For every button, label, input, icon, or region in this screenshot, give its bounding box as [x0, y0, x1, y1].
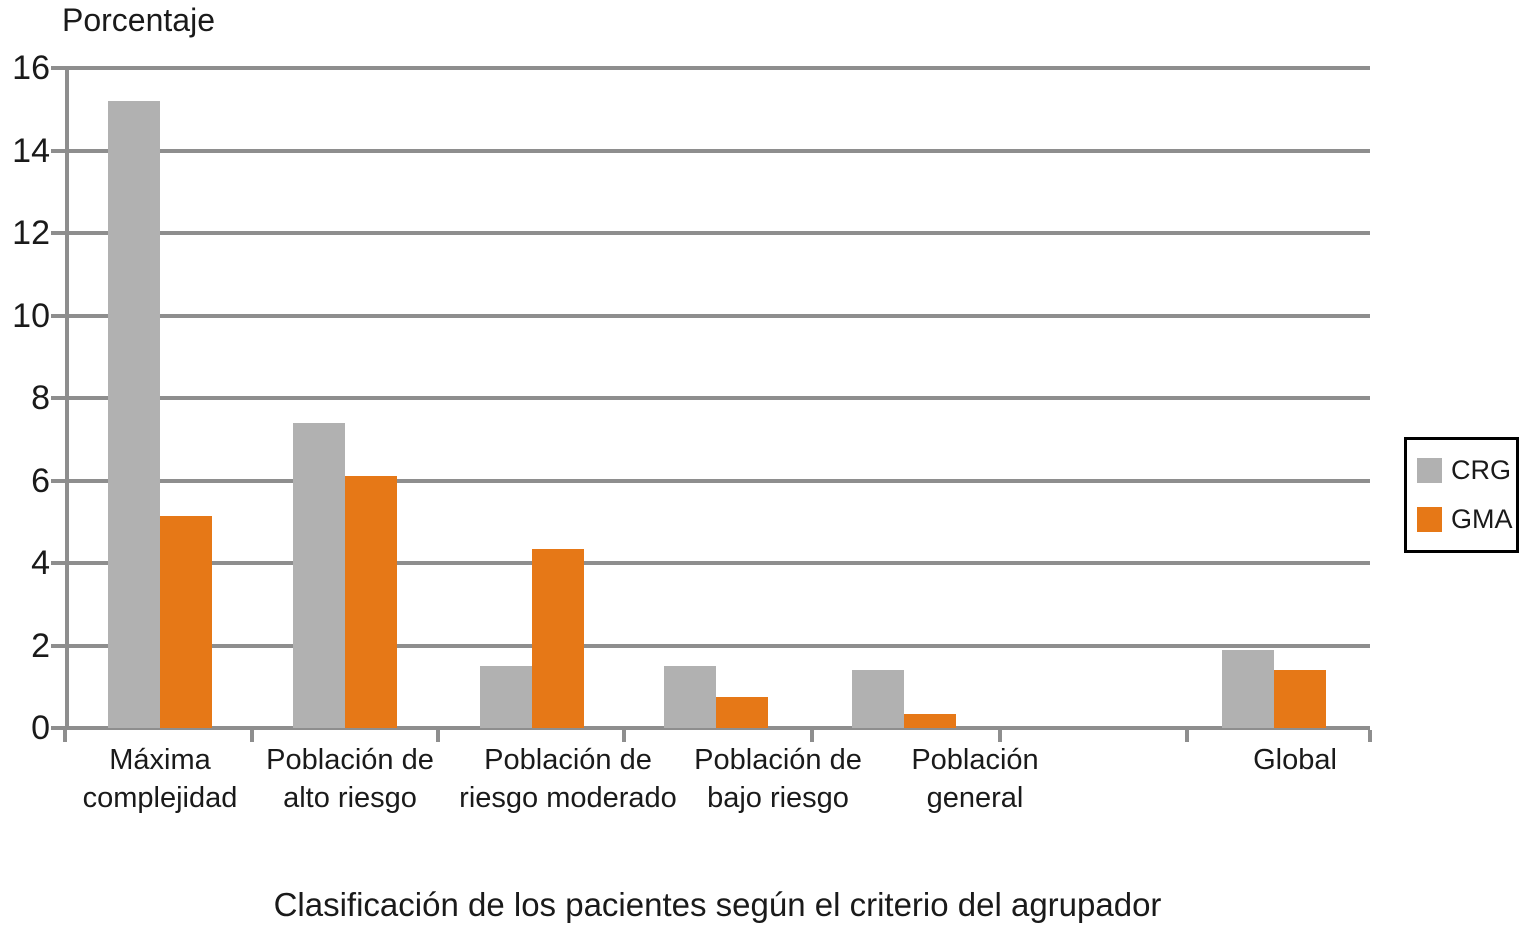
bar-gma-1 — [345, 476, 397, 728]
x-tick-mark — [1368, 730, 1372, 742]
category-label: Global — [1253, 744, 1337, 776]
x-axis-title: Clasificación de los pacientes según el … — [273, 886, 1162, 923]
x-tick-mark — [250, 730, 254, 742]
y-tick-mark — [51, 726, 65, 730]
bar-gma-2 — [532, 548, 584, 728]
gridline — [65, 643, 1370, 648]
y-tick-mark — [51, 313, 65, 318]
x-tick-mark — [436, 730, 440, 742]
y-tick-mark — [51, 478, 65, 483]
bar-crg-0 — [108, 101, 160, 728]
y-tick-label: 8 — [31, 379, 50, 417]
category-label: Población de riesgo moderado — [459, 744, 677, 814]
y-axis-title: Porcentaje — [62, 2, 215, 38]
y-tick-label: 12 — [12, 214, 50, 252]
y-tick-label: 0 — [31, 709, 50, 747]
y-tick-label: 14 — [12, 131, 50, 170]
gridline — [65, 396, 1370, 400]
y-tick-label: 2 — [31, 626, 50, 665]
gridline — [65, 66, 1370, 70]
y-axis-labels: 0 2 4 6 8 10 12 14 16 — [0, 0, 60, 935]
category-label: Población general — [911, 744, 1039, 814]
bar-crg-2 — [480, 666, 532, 728]
gridline — [65, 561, 1370, 565]
y-tick-label: 16 — [12, 49, 50, 87]
bar-gma-0 — [160, 515, 212, 728]
y-tick-mark — [51, 148, 65, 153]
gridline — [65, 148, 1370, 153]
bar-gma-4 — [904, 713, 956, 728]
gma-color-swatch — [1417, 507, 1442, 532]
y-tick-label: 6 — [31, 461, 50, 500]
gridline — [65, 726, 1370, 730]
gridline — [65, 313, 1370, 318]
y-tick-mark — [51, 66, 65, 70]
category-label: Población de alto riesgo — [266, 744, 434, 814]
category-label: Población de bajo riesgo — [694, 744, 862, 814]
gridline — [65, 478, 1370, 483]
legend-item-gma: GMA — [1417, 504, 1513, 535]
bar-crg-4 — [852, 670, 904, 728]
y-tick-label: 10 — [12, 296, 50, 335]
y-tick-mark — [51, 231, 65, 235]
legend-label-gma: GMA — [1451, 504, 1513, 534]
y-tick-mark — [51, 643, 65, 648]
bar-crg-5 — [1222, 649, 1274, 728]
category-label: Máxima complejidad — [82, 744, 238, 814]
y-tick-mark — [51, 561, 65, 565]
gridline — [65, 231, 1370, 235]
plot-area — [51, 66, 1372, 742]
bar-crg-1 — [293, 422, 345, 728]
x-tick-mark — [810, 730, 814, 742]
legend-label-crg: CRG — [1451, 455, 1511, 485]
y-tick-mark — [51, 396, 65, 400]
x-tick-mark — [1185, 730, 1189, 742]
legend: CRG GMA — [1404, 437, 1519, 553]
x-tick-mark — [998, 730, 1002, 742]
x-tick-mark — [622, 730, 626, 742]
x-tick-mark — [63, 730, 67, 742]
crg-color-swatch — [1417, 458, 1442, 483]
legend-item-crg: CRG — [1417, 455, 1511, 486]
bar-crg-3 — [664, 666, 716, 728]
bar-gma-5 — [1274, 670, 1326, 728]
y-tick-label: 4 — [31, 544, 50, 582]
bar-gma-3 — [716, 697, 768, 728]
